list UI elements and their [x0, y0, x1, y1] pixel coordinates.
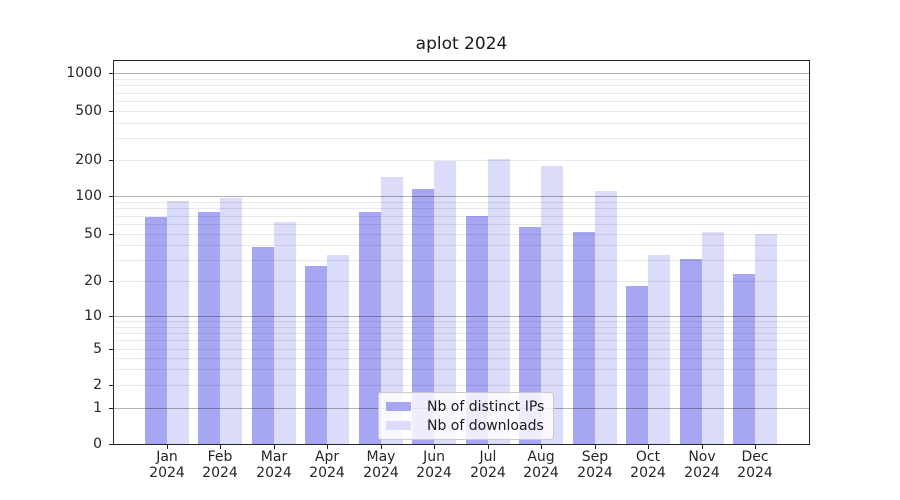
x-tick-label-sep: Sep 2024: [577, 449, 613, 481]
x-tick-label-jun: Jun 2024: [416, 449, 452, 481]
x-tick-label-feb: Feb 2024: [202, 449, 238, 481]
y-tick-label-10: 10: [84, 308, 102, 324]
bar-ips-mar: [252, 247, 274, 444]
y-tick-2: [109, 385, 113, 386]
legend-swatch-ips: [386, 402, 411, 411]
bar-ips-aug: [519, 227, 541, 444]
x-tick-jan: [167, 445, 168, 449]
x-tick-apr: [327, 445, 328, 449]
bar-ips-jul: [466, 216, 488, 444]
x-tick-jun: [434, 445, 435, 449]
x-tick-nov: [702, 445, 703, 449]
plot-area: Nb of distinct IPs Nb of downloads: [113, 60, 810, 445]
bar-downloads-jun: [434, 161, 456, 444]
bar-downloads-feb: [220, 198, 242, 444]
x-tick-feb: [220, 445, 221, 449]
x-tick-jul: [488, 445, 489, 449]
y-tick-50: [109, 234, 113, 235]
x-tick-label-aug: Aug 2024: [523, 449, 559, 481]
bar-downloads-dec: [755, 234, 777, 444]
y-tick-label-500: 500: [75, 103, 102, 119]
y-tick-1: [109, 408, 113, 409]
y-tick-label-200: 200: [75, 152, 102, 168]
y-tick-10: [109, 316, 113, 317]
y-tick-label-50: 50: [84, 226, 102, 242]
y-tick-100: [109, 196, 113, 197]
bar-ips-may: [359, 212, 381, 444]
y-tick-label-0: 0: [93, 436, 102, 452]
y-tick-label-5: 5: [93, 341, 102, 357]
x-tick-may: [381, 445, 382, 449]
bars-layer: [114, 61, 809, 444]
bar-downloads-nov: [702, 232, 724, 444]
y-tick-1000: [109, 73, 113, 74]
y-tick-label-20: 20: [84, 273, 102, 289]
legend-label-ips: Nb of distinct IPs: [427, 398, 545, 415]
legend-row-ips: Nb of distinct IPs: [386, 397, 544, 416]
bar-ips-sep: [573, 232, 595, 444]
bar-downloads-mar: [274, 222, 296, 444]
y-tick-5: [109, 349, 113, 350]
bar-ips-jan: [145, 217, 167, 444]
bar-ips-nov: [680, 259, 702, 444]
x-tick-sep: [595, 445, 596, 449]
y-tick-label-1000: 1000: [66, 65, 102, 81]
bar-downloads-jan: [167, 201, 189, 444]
x-tick-label-nov: Nov 2024: [684, 449, 720, 481]
x-tick-dec: [755, 445, 756, 449]
bar-downloads-sep: [595, 191, 617, 444]
x-tick-label-jul: Jul 2024: [470, 449, 506, 481]
bar-downloads-oct: [648, 255, 670, 444]
bar-downloads-may: [381, 177, 403, 444]
y-tick-200: [109, 160, 113, 161]
y-tick-label-2: 2: [93, 377, 102, 393]
x-tick-label-dec: Dec 2024: [737, 449, 773, 481]
y-tick-label-100: 100: [75, 188, 102, 204]
legend-swatch-downloads: [386, 421, 411, 430]
chart-title: aplot 2024: [415, 34, 508, 54]
bar-ips-jun: [412, 189, 434, 444]
bar-ips-feb: [198, 212, 220, 444]
x-tick-label-oct: Oct 2024: [630, 449, 666, 481]
y-tick-500: [109, 111, 113, 112]
bar-downloads-aug: [541, 166, 563, 444]
x-tick-label-apr: Apr 2024: [309, 449, 345, 481]
bar-ips-dec: [733, 274, 755, 444]
x-tick-label-jan: Jan 2024: [149, 449, 185, 481]
y-tick-0: [109, 444, 113, 445]
legend-label-downloads: Nb of downloads: [427, 417, 544, 434]
bar-downloads-jul: [488, 159, 510, 444]
x-tick-aug: [541, 445, 542, 449]
bar-ips-oct: [626, 286, 648, 444]
x-tick-mar: [274, 445, 275, 449]
x-tick-label-mar: Mar 2024: [256, 449, 292, 481]
x-tick-oct: [648, 445, 649, 449]
legend-row-downloads: Nb of downloads: [386, 416, 544, 435]
y-tick-label-1: 1: [93, 400, 102, 416]
bar-ips-apr: [305, 266, 327, 444]
y-tick-20: [109, 281, 113, 282]
legend: Nb of distinct IPs Nb of downloads: [378, 392, 555, 440]
bar-downloads-apr: [327, 255, 349, 444]
x-tick-label-may: May 2024: [363, 449, 399, 481]
